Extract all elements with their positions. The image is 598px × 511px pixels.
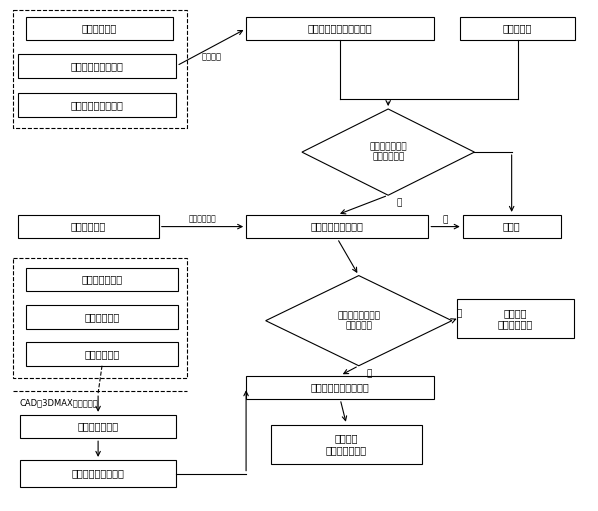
FancyBboxPatch shape [20, 415, 176, 438]
FancyBboxPatch shape [457, 299, 575, 338]
Polygon shape [302, 109, 474, 195]
FancyBboxPatch shape [246, 17, 434, 40]
Text: 内涝预警
预测水位及建议: 内涝预警 预测水位及建议 [326, 433, 367, 455]
Text: 积水预警
应急排水建议: 积水预警 应急排水建议 [498, 308, 533, 330]
Text: 曼宁方程: 曼宁方程 [202, 53, 221, 61]
Text: 设备出厂参数: 设备出厂参数 [84, 312, 120, 322]
Text: 管道直径和管底坡度: 管道直径和管底坡度 [71, 100, 124, 110]
Text: 否: 否 [396, 199, 401, 207]
FancyBboxPatch shape [246, 376, 434, 399]
Polygon shape [266, 275, 452, 366]
FancyBboxPatch shape [26, 305, 178, 329]
FancyBboxPatch shape [26, 342, 178, 366]
Text: 应急排水设施: 应急排水设施 [71, 222, 106, 231]
FancyBboxPatch shape [270, 425, 422, 464]
FancyBboxPatch shape [18, 54, 176, 78]
FancyBboxPatch shape [18, 215, 159, 238]
Text: 设计图纸及文档: 设计图纸及文档 [81, 274, 123, 285]
Text: 变电站三维模型: 变电站三维模型 [78, 422, 118, 431]
FancyBboxPatch shape [26, 17, 173, 40]
Text: 下水管道类型: 下水管道类型 [81, 24, 117, 34]
Text: 是: 是 [457, 309, 462, 318]
Text: 是: 是 [443, 215, 448, 224]
Text: 否: 否 [367, 369, 372, 378]
FancyBboxPatch shape [460, 17, 575, 40]
Text: 变电站下水管网排水能力: 变电站下水管网排水能力 [308, 24, 373, 34]
Text: 过水断面面积和半径: 过水断面面积和半径 [71, 61, 124, 71]
Text: 排水能力评估: 排水能力评估 [188, 214, 216, 223]
FancyBboxPatch shape [246, 215, 428, 238]
FancyBboxPatch shape [13, 10, 187, 128]
Text: 变电站应急排水能力: 变电站应急排水能力 [311, 222, 364, 231]
FancyBboxPatch shape [463, 215, 561, 238]
Text: CAD、3DMAX等建模工具: CAD、3DMAX等建模工具 [20, 399, 99, 407]
Text: 降雨量小于变电站
总排水能力: 降雨量小于变电站 总排水能力 [337, 311, 380, 331]
Text: 摄影测绘数据: 摄影测绘数据 [84, 349, 120, 359]
Text: 降雨量小于下水
管网排水能力: 降雨量小于下水 管网排水能力 [370, 143, 407, 162]
FancyBboxPatch shape [26, 268, 178, 291]
Text: 预测降雨量: 预测降雨量 [503, 24, 532, 34]
Text: 变电站积水量计算函数: 变电站积水量计算函数 [311, 382, 370, 392]
FancyBboxPatch shape [20, 460, 176, 487]
FancyBboxPatch shape [13, 258, 187, 378]
Text: 不同高度非占用面积: 不同高度非占用面积 [72, 469, 124, 478]
FancyBboxPatch shape [18, 94, 176, 117]
Text: 无预警: 无预警 [503, 222, 520, 231]
